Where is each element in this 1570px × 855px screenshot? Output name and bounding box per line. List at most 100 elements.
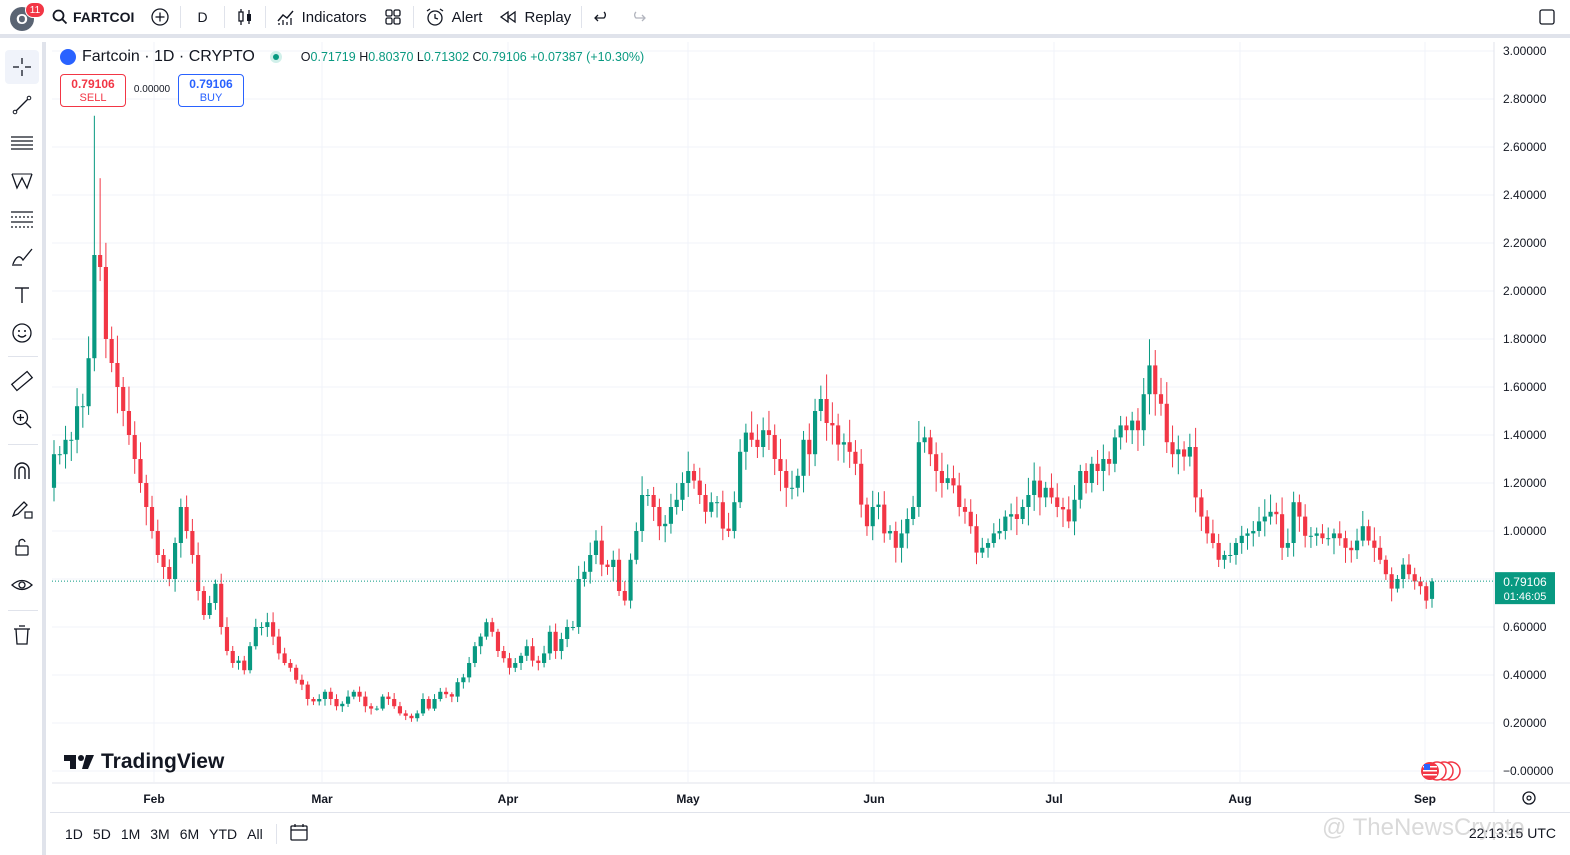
candle-up: [1233, 538, 1239, 565]
candle-up: [518, 652, 524, 671]
us-flag-icon[interactable]: [1420, 760, 1462, 782]
fib-tool[interactable]: [5, 202, 39, 236]
indicators-button[interactable]: Indicators: [268, 0, 375, 34]
candle-up: [1360, 511, 1365, 547]
brush-icon: [12, 248, 33, 266]
y-tick-label: −0.00000: [1503, 764, 1554, 778]
compare-symbol-button[interactable]: [142, 0, 178, 34]
y-tick-label: 1.80000: [1503, 332, 1547, 346]
candle-down: [98, 178, 103, 282]
candle-down: [311, 697, 316, 706]
candle-down: [126, 386, 132, 445]
ruler-icon: [10, 370, 34, 392]
candle-down: [426, 696, 431, 711]
remove-drawings-tool[interactable]: [5, 618, 39, 652]
fib-retracement-icon: [11, 211, 33, 228]
goto-date-button[interactable]: [285, 818, 313, 851]
candle-down: [230, 645, 235, 668]
lock-drawings-tool[interactable]: [5, 530, 39, 564]
text-tool[interactable]: [5, 278, 39, 312]
candle-down: [1366, 519, 1371, 546]
candle-up: [1020, 499, 1025, 525]
candle-up: [628, 553, 633, 609]
symbol-search-button[interactable]: FARTCOI: [44, 0, 142, 34]
redo-button[interactable]: [620, 0, 656, 34]
fullscreen-button[interactable]: [1530, 0, 1570, 34]
candle-up: [80, 393, 85, 428]
timezone-clock[interactable]: 22:13:15 UTC: [1468, 825, 1556, 841]
drawing-toolbar: [0, 42, 46, 855]
price-axis[interactable]: 3.00000 2.80000 2.60000 2.40000 2.20000 2.000…: [1493, 42, 1554, 812]
candle-down: [1412, 567, 1417, 590]
chart-settings-icon[interactable]: [1522, 791, 1536, 805]
layouts-button[interactable]: [375, 0, 411, 34]
measure-tool[interactable]: [5, 364, 39, 398]
undo-button[interactable]: [584, 0, 620, 34]
zoom-tool[interactable]: [5, 402, 39, 436]
indicators-icon: [277, 10, 294, 25]
candle-up: [1112, 429, 1117, 473]
hide-drawings-tool[interactable]: [5, 568, 39, 602]
candle-up: [438, 687, 443, 702]
trendline-tool[interactable]: [5, 88, 39, 122]
y-tick-label: 2.60000: [1503, 140, 1547, 154]
time-axis[interactable]: Feb Mar Apr May Jun Jul Aug Sep: [52, 782, 1570, 806]
crosshair-tool[interactable]: [5, 50, 39, 84]
emoji-tool[interactable]: [5, 316, 39, 350]
candle-down: [495, 628, 501, 658]
candle-down: [1107, 451, 1112, 476]
candle-down: [1164, 382, 1169, 453]
x-tick-label: Sep: [1414, 792, 1436, 806]
range-button-ytd[interactable]: YTD: [209, 826, 238, 842]
alert-button[interactable]: Alert: [416, 0, 491, 34]
range-button-1d[interactable]: 1D: [65, 826, 83, 842]
candle-up: [570, 620, 575, 631]
candle-down: [103, 242, 108, 359]
replay-button[interactable]: Replay: [490, 0, 579, 34]
candle-down: [847, 419, 852, 468]
candle-up: [1429, 578, 1435, 608]
candle-up: [1291, 491, 1296, 557]
candle-up: [668, 493, 674, 534]
candle-up: [1251, 521, 1256, 547]
range-button-all[interactable]: All: [247, 826, 263, 842]
stay-in-drawing-tool[interactable]: [5, 492, 39, 526]
tradingview-logo[interactable]: TradingView: [64, 750, 224, 774]
candle-down: [144, 474, 149, 526]
brush-tool[interactable]: [5, 240, 39, 274]
candle-up: [455, 678, 460, 703]
candle-down: [1320, 524, 1325, 544]
candle-down: [864, 497, 870, 536]
candle-up: [472, 642, 477, 668]
magnet-tool[interactable]: [5, 454, 39, 488]
candle-up: [876, 492, 881, 520]
candle-up: [991, 523, 996, 548]
divider: [412, 6, 414, 28]
candle-down: [1193, 427, 1198, 513]
horizontal-lines-tool[interactable]: [5, 126, 39, 160]
candle-up: [1130, 411, 1135, 445]
candle-down: [830, 402, 835, 445]
pattern-tool[interactable]: [5, 164, 39, 198]
candle-down: [1378, 536, 1383, 565]
chart-type-button[interactable]: [227, 0, 263, 34]
date-range-list: 1D 5D 1M 3M 6M YTD All: [60, 822, 268, 846]
buy-button[interactable]: 0.79106 BUY: [178, 74, 244, 107]
candle-up: [870, 490, 875, 541]
price-chart[interactable]: 3.00000 2.80000 2.60000 2.40000 2.20000 2.000…: [50, 42, 1570, 812]
user-avatar[interactable]: O 11: [8, 2, 45, 32]
sell-button[interactable]: 0.79106 SELL: [60, 74, 126, 107]
magnet-icon: [14, 462, 30, 479]
candle-down: [1037, 466, 1043, 516]
y-tick-label: 3.00000: [1503, 44, 1547, 58]
interval-button[interactable]: D: [183, 0, 221, 34]
candle-down: [766, 410, 772, 450]
range-button-1m[interactable]: 1M: [120, 826, 141, 842]
range-button-6m[interactable]: 6M: [179, 826, 200, 842]
pencil-lock-icon: [11, 501, 33, 519]
range-button-5d[interactable]: 5D: [92, 826, 111, 842]
divider: [8, 356, 38, 357]
candle-down: [691, 463, 697, 489]
range-button-3m[interactable]: 3M: [150, 826, 170, 842]
candle-up: [1043, 481, 1048, 508]
